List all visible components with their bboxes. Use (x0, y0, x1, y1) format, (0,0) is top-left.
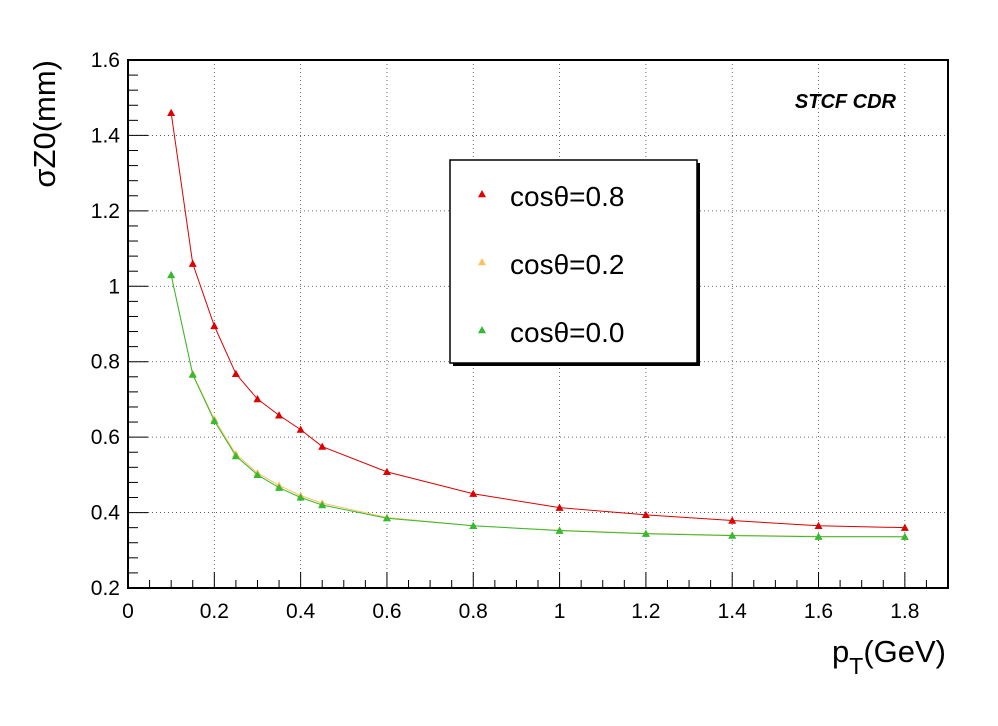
data-point (641, 510, 650, 519)
data-point (275, 483, 284, 491)
data-point (318, 442, 327, 450)
data-point (728, 516, 737, 524)
data-point (210, 321, 219, 330)
data-point (253, 395, 262, 403)
data-point (814, 532, 823, 540)
data-point (641, 529, 650, 537)
x-tick-label: 1.8 (890, 600, 919, 623)
legend-marker (478, 258, 486, 266)
plot-frame (127, 59, 949, 589)
annotation-label: STCF CDR (795, 91, 897, 113)
series-1 (167, 108, 909, 531)
data-point (296, 425, 305, 433)
legend-box (449, 159, 698, 364)
x-axis-title: pT(GeV) (832, 634, 946, 679)
x-axis-title-sub: T (849, 653, 863, 679)
x-tick-label: 1.2 (631, 600, 660, 623)
legend-label: cosθ=0.8 (510, 181, 624, 212)
y-tick-label: 0.2 (91, 577, 120, 600)
data-point (469, 521, 478, 529)
legend-marker (478, 326, 486, 334)
y-axis-title: σZ0(mm) (27, 60, 62, 188)
data-point (296, 493, 305, 501)
legend-label: cosθ=0.2 (510, 249, 624, 280)
data-point (900, 532, 909, 540)
data-point (210, 416, 219, 425)
y-tick-labels: 0.2 0.4 0.6 0.8 1 1.2 1.4 1.6 (91, 49, 121, 600)
data-point (382, 514, 391, 522)
data-point (382, 467, 391, 476)
x-tick-labels: 0 0.2 0.4 0.6 0.8 1 1.2 1.4 1.6 1.8 (122, 600, 919, 623)
x-tick-label: 0.2 (200, 600, 229, 623)
data-point (253, 470, 262, 479)
y-tick-label: 1 (108, 275, 120, 298)
y-tick-label: 1.4 (91, 124, 121, 147)
legend-label: cosθ=0.0 (510, 317, 624, 348)
data-point (900, 523, 909, 531)
data-point (188, 259, 197, 267)
x-tick-label: 0.4 (286, 600, 316, 623)
data-point (469, 489, 478, 497)
legend-shadow-right (697, 163, 700, 366)
x-tick-label: 0 (122, 600, 134, 623)
data-point (318, 501, 327, 509)
y-tick-label: 1.2 (91, 200, 120, 223)
x-tick-label: 0.8 (459, 600, 488, 623)
y-tick-label: 0.8 (91, 351, 120, 374)
x-tick-label: 0.6 (372, 600, 401, 623)
series-3 (167, 270, 909, 540)
legend-marker (478, 190, 486, 198)
data-point (231, 452, 240, 460)
y-tick-label: 1.6 (91, 49, 120, 72)
data-point (814, 521, 823, 529)
legend-shadow-bottom (453, 363, 700, 366)
data-point (167, 108, 176, 116)
x-tick-label: 1.4 (718, 600, 748, 623)
x-axis-title-main: p (832, 634, 849, 669)
data-point (231, 369, 240, 377)
y-tick-label: 0.6 (91, 426, 120, 449)
data-point (555, 526, 564, 534)
x-tick-label: 1.6 (804, 600, 833, 623)
y-tick-label: 0.4 (91, 502, 121, 525)
data-point (188, 370, 197, 378)
x-axis-title-rest: (GeV) (863, 634, 946, 669)
data-point (275, 411, 284, 419)
x-tick-label: 1 (554, 600, 566, 623)
data-point (555, 503, 564, 511)
data-point (728, 531, 737, 539)
data-point (167, 270, 176, 279)
legend: cosθ=0.8 cosθ=0.2 cosθ=0.0 (449, 159, 700, 366)
series-layer (167, 108, 909, 540)
